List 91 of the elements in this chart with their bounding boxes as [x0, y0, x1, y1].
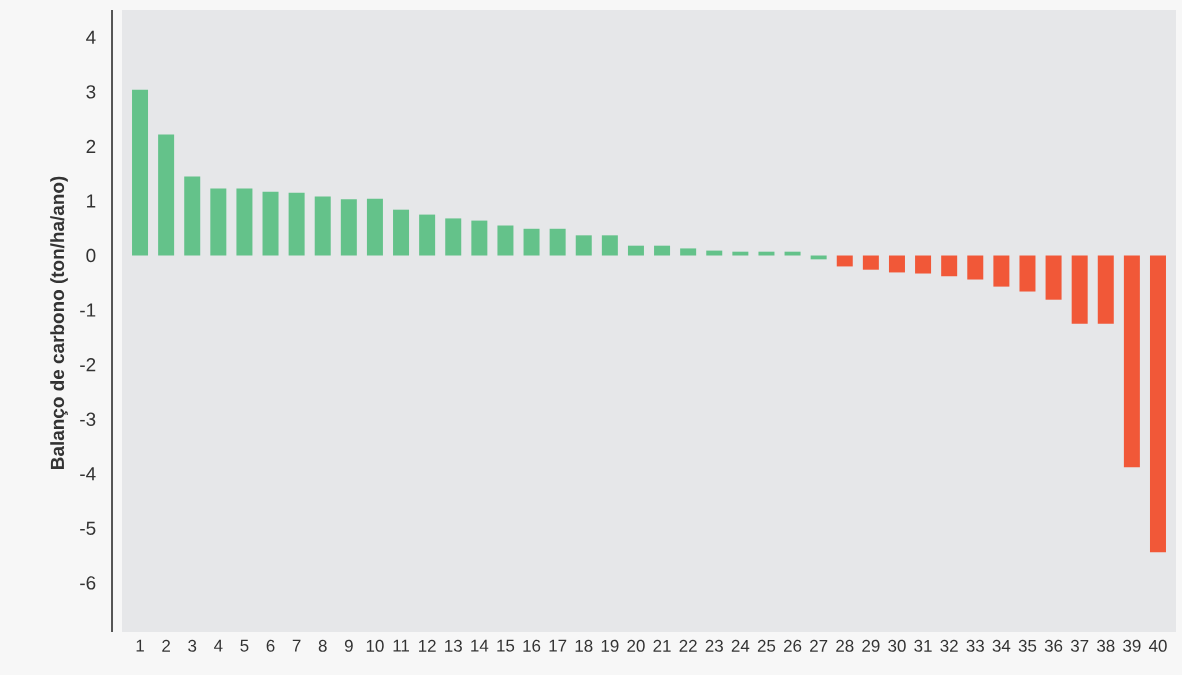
x-tick-label: 34 [992, 639, 1011, 652]
bar [393, 209, 410, 256]
bar [184, 176, 201, 256]
bar [784, 251, 801, 256]
x-tick-label: 17 [549, 639, 567, 652]
bar [132, 89, 149, 256]
bar [210, 188, 227, 256]
x-tick-label: 32 [940, 639, 958, 652]
bar [1071, 255, 1088, 324]
bar [471, 220, 488, 256]
x-tick-label: 8 [318, 639, 327, 652]
y-tick-label: -5 [80, 521, 96, 535]
x-tick-label: 9 [344, 639, 353, 652]
bar [340, 199, 357, 256]
y-tick-label: -6 [80, 576, 96, 590]
bar [915, 255, 932, 274]
bar [523, 228, 540, 256]
x-tick-label: 19 [601, 639, 619, 652]
bar [758, 251, 775, 256]
y-tick-label: 1 [87, 194, 96, 208]
bar [680, 248, 697, 256]
bar [654, 245, 671, 256]
x-tick-label: 5 [240, 639, 249, 652]
x-tick-label: 22 [679, 639, 697, 652]
x-tick-label: 2 [162, 639, 170, 652]
bar [158, 134, 175, 256]
bar [627, 245, 644, 256]
y-tick-label: 0 [86, 248, 96, 263]
bar [366, 198, 383, 256]
bar [575, 235, 592, 256]
bar [1123, 255, 1140, 468]
y-tick-label: -4 [80, 467, 96, 481]
x-tick-label: 7 [292, 639, 301, 652]
y-tick-label: 2 [86, 139, 96, 153]
x-tick-label: 31 [914, 639, 932, 652]
bar [497, 225, 514, 256]
x-tick-label: 3 [188, 639, 197, 652]
y-tick-label: -1 [80, 303, 96, 317]
x-tick-label: 25 [757, 639, 776, 652]
y-axis-title: Balanço de carbono (ton/ha/ano) [50, 176, 68, 469]
bar [888, 255, 905, 273]
x-tick-label: 11 [393, 639, 409, 652]
x-tick-label: 13 [445, 639, 462, 652]
x-tick-label: 36 [1044, 639, 1063, 652]
x-tick-label: 24 [731, 639, 750, 652]
x-tick-label: 39 [1123, 639, 1141, 652]
x-tick-label: 14 [471, 639, 489, 652]
x-tick-label: 4 [214, 639, 223, 652]
x-tick-label: 15 [497, 639, 515, 652]
bar [1097, 255, 1114, 324]
bar [967, 255, 984, 280]
x-tick-label: 33 [966, 639, 984, 652]
bar [601, 235, 618, 256]
bar [549, 228, 566, 256]
x-tick-label: 18 [575, 639, 593, 652]
bar [862, 255, 879, 270]
bar [262, 191, 279, 256]
bar [941, 255, 958, 277]
x-tick-label: 20 [627, 639, 645, 652]
x-tick-label: 10 [366, 639, 384, 652]
x-tick-label: 27 [810, 639, 828, 652]
bar [836, 255, 853, 267]
x-tick-label: 23 [705, 639, 723, 652]
bar [419, 214, 436, 256]
bar [1149, 255, 1166, 553]
x-tick-label: 1 [136, 639, 144, 652]
bar [1045, 255, 1062, 300]
x-tick-label: 12 [419, 639, 436, 652]
x-tick-label: 38 [1097, 639, 1115, 652]
x-tick-label: 28 [836, 639, 854, 652]
bar [288, 192, 305, 256]
x-tick-label: 16 [523, 639, 541, 652]
x-tick-label: 40 [1148, 639, 1167, 652]
x-tick-label: 37 [1070, 639, 1089, 652]
bar [1019, 255, 1036, 292]
x-tick-label: 21 [653, 639, 671, 652]
bar [236, 188, 253, 256]
x-tick-label: 30 [888, 639, 906, 652]
x-tick-label: 29 [862, 639, 880, 652]
bar [445, 218, 462, 256]
x-tick-label: 35 [1018, 639, 1037, 652]
bar [993, 255, 1010, 287]
x-tick-label: 6 [266, 639, 275, 652]
y-tick-label: -2 [80, 358, 96, 372]
x-tick-label: 26 [784, 639, 802, 652]
bar [314, 196, 331, 256]
bar [706, 250, 723, 256]
y-tick-label: -3 [80, 412, 96, 426]
bar [732, 251, 749, 256]
y-tick-label: 3 [86, 85, 96, 99]
y-tick-label: 4 [86, 30, 96, 44]
